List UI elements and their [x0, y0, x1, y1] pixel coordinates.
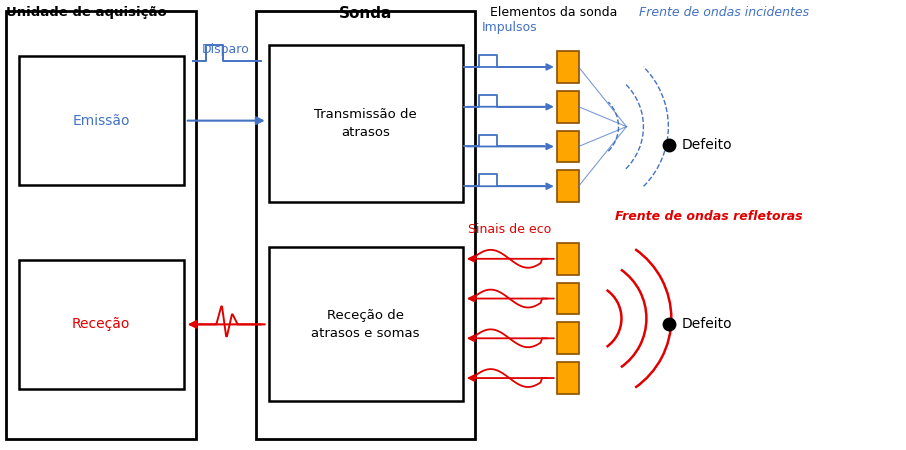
Text: Receção de
atrasos e somas: Receção de atrasos e somas	[311, 309, 419, 340]
Bar	[268, 247, 463, 401]
Bar	[556, 243, 579, 274]
Bar	[19, 260, 184, 389]
Text: Impulsos: Impulsos	[482, 21, 537, 34]
Bar	[556, 283, 579, 315]
Bar	[255, 11, 475, 439]
Bar	[556, 130, 579, 162]
Text: Frente de ondas refletoras: Frente de ondas refletoras	[614, 210, 802, 223]
Bar	[268, 45, 463, 202]
Text: Sinais de eco: Sinais de eco	[468, 223, 552, 236]
Text: Emissão: Emissão	[72, 114, 130, 128]
Text: Elementos da sonda: Elementos da sonda	[490, 6, 617, 19]
Text: Transmissão de
atrasos: Transmissão de atrasos	[313, 108, 417, 139]
Bar	[556, 171, 579, 202]
Bar	[6, 11, 196, 439]
Bar	[556, 322, 579, 354]
Text: Defeito: Defeito	[681, 317, 732, 331]
Text: Frente de ondas incidentes: Frente de ondas incidentes	[640, 6, 810, 19]
Bar	[19, 56, 184, 185]
Bar	[556, 362, 579, 394]
Text: Sonda: Sonda	[339, 6, 392, 21]
Bar	[556, 51, 579, 83]
Text: Disparo: Disparo	[202, 43, 249, 56]
Text: Receção: Receção	[72, 317, 130, 331]
Text: Defeito: Defeito	[681, 139, 732, 153]
Bar	[556, 91, 579, 123]
Text: Unidade de aquisição: Unidade de aquisição	[6, 6, 167, 19]
